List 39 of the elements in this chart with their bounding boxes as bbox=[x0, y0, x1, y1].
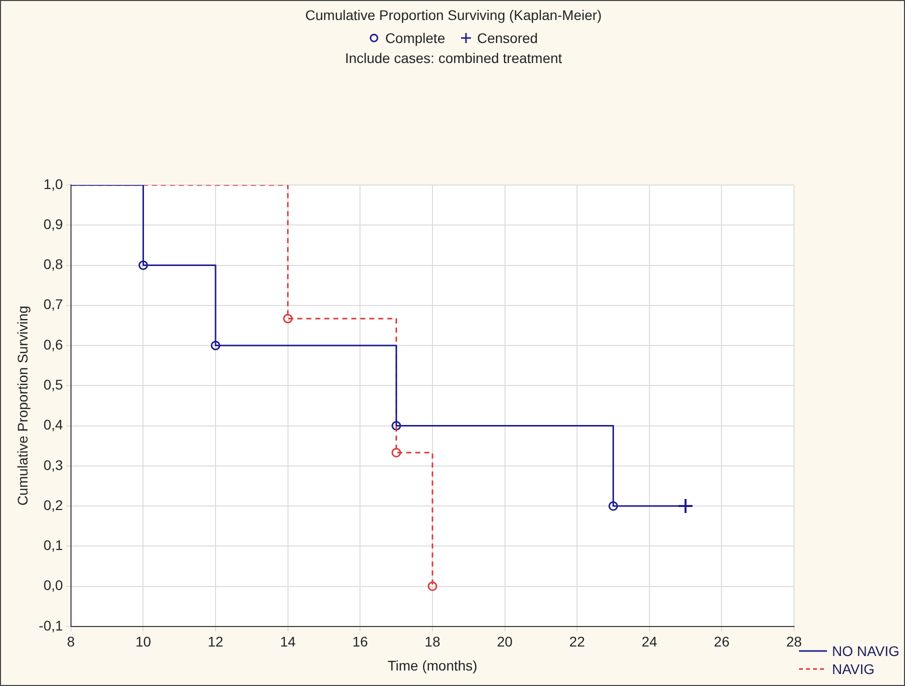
y-tick-label: 0,5 bbox=[43, 376, 64, 392]
point bbox=[210, 340, 220, 350]
y-tick-label: 0,1 bbox=[43, 537, 64, 554]
point bbox=[283, 314, 293, 324]
chart-subtitle: Include cases: combined treatment bbox=[344, 50, 564, 66]
y-tick-label: 0,9 bbox=[43, 216, 64, 232]
legend-label: NAVIG bbox=[832, 661, 875, 677]
x-tick-label: 20 bbox=[496, 634, 513, 650]
y-tick-label: 0,4 bbox=[43, 416, 64, 433]
x-tick-label: 10 bbox=[135, 634, 152, 650]
x-tick-label: 28 bbox=[786, 634, 802, 650]
point bbox=[392, 448, 402, 458]
x-tick-label: 8 bbox=[67, 634, 76, 650]
x-tick-label: 26 bbox=[714, 634, 730, 650]
y-tick-label: 0,6 bbox=[43, 336, 64, 352]
x-tick-label: 16 bbox=[352, 634, 368, 650]
x-tick-label: 24 bbox=[642, 634, 658, 650]
point bbox=[138, 260, 148, 270]
x-tick-label: 22 bbox=[569, 634, 586, 650]
y-tick-label: -0,1 bbox=[38, 617, 64, 634]
point bbox=[678, 498, 694, 514]
y-tick-label: 0,8 bbox=[43, 256, 64, 272]
x-axis-title: Time (months) bbox=[388, 657, 478, 674]
point bbox=[608, 501, 618, 511]
point bbox=[392, 421, 402, 431]
text: Complete bbox=[385, 30, 446, 46]
y-axis-title: Cumulative Proportion Surviving bbox=[14, 306, 30, 506]
text: Censored bbox=[477, 30, 538, 46]
chart-title: Cumulative Proportion Surviving (Kaplan-Meier) bbox=[304, 7, 603, 23]
legend-label: NO NAVIG bbox=[832, 643, 900, 659]
x-tick-label: 18 bbox=[424, 634, 440, 650]
y-tick-label: 0,2 bbox=[43, 496, 64, 513]
point bbox=[428, 582, 438, 592]
y-tick-label: 0,7 bbox=[43, 296, 64, 312]
y-tick-label: 0,0 bbox=[43, 577, 64, 594]
y-tick-label: 0,3 bbox=[43, 456, 64, 473]
x-tick-label: 12 bbox=[208, 634, 224, 650]
y-tick-label: 1,0 bbox=[43, 176, 64, 192]
x-tick-label: 14 bbox=[280, 634, 296, 650]
